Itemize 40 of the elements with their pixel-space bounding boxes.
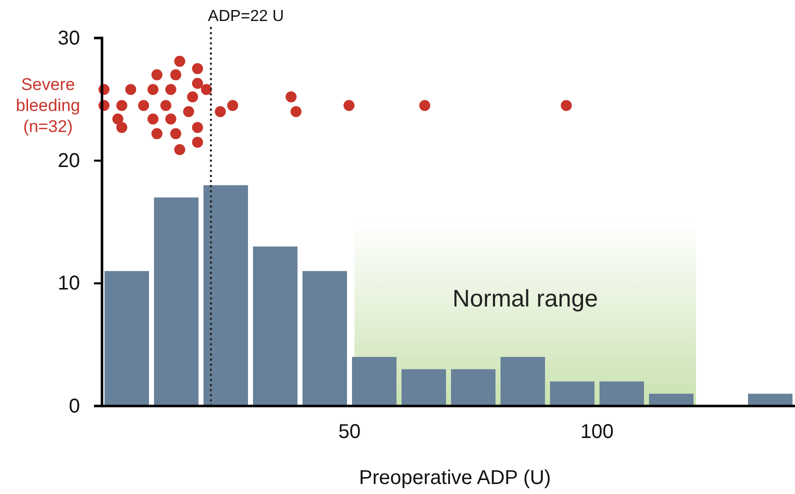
point xyxy=(151,69,162,80)
point xyxy=(165,113,176,124)
point xyxy=(192,63,204,74)
ref-line-label: ADP=22 U xyxy=(208,8,284,25)
point xyxy=(560,100,572,111)
point xyxy=(183,106,194,118)
point xyxy=(192,78,204,89)
x-axis-title: Preoperative ADP (U) xyxy=(359,467,551,489)
point xyxy=(227,100,238,111)
point xyxy=(290,106,302,118)
point xyxy=(160,100,172,111)
point xyxy=(419,100,430,111)
y-tick-label: 30 xyxy=(58,27,80,50)
y-tick-label: 20 xyxy=(58,150,80,172)
point xyxy=(116,122,128,134)
point xyxy=(192,122,204,134)
point xyxy=(214,106,226,118)
point xyxy=(286,91,297,102)
point xyxy=(147,113,158,124)
point xyxy=(151,128,162,140)
point xyxy=(165,84,176,96)
point xyxy=(125,84,136,96)
y-tick-label: 10 xyxy=(58,272,80,295)
band-label: Normal range xyxy=(452,286,598,313)
series-label: Severe bleeding (n=32) xyxy=(16,74,80,136)
point xyxy=(192,136,204,148)
x-tick-label: 50 xyxy=(338,421,361,444)
point xyxy=(174,56,186,67)
point xyxy=(170,69,182,80)
x-tick-label: 100 xyxy=(580,421,614,444)
point xyxy=(138,100,150,111)
y-tick-label: 0 xyxy=(68,395,80,418)
point xyxy=(170,128,182,140)
point xyxy=(112,113,124,124)
point xyxy=(200,84,212,96)
point xyxy=(174,144,186,156)
point xyxy=(147,84,158,96)
point xyxy=(116,100,128,111)
point xyxy=(187,91,198,102)
point xyxy=(344,100,355,111)
